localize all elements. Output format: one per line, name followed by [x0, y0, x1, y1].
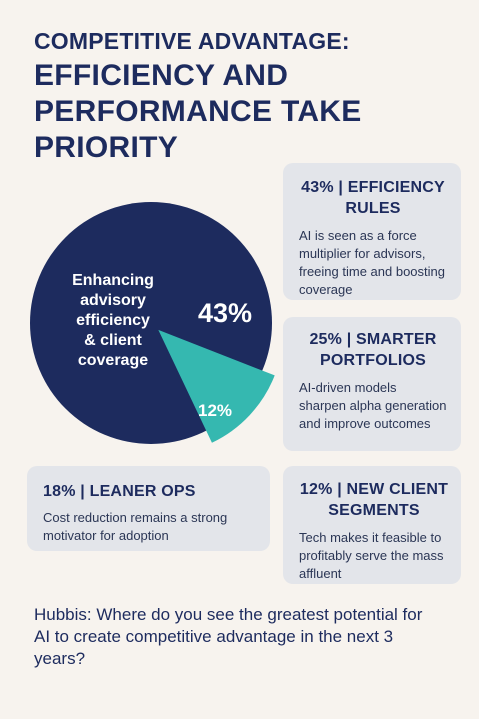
card-efficiency-text: AI is seen as a force multiplier for adv… [299, 228, 445, 297]
card-efficiency: 43% | EFFICIENCY RULES AI is seen as a f… [283, 163, 461, 300]
card-efficiency-title: 43% | EFFICIENCY RULES [301, 179, 445, 217]
question-text: Hubbis: Where do you see the greatest po… [34, 605, 423, 668]
pie-label-main: Enhancing advisory efficiency & client cover… [72, 272, 154, 369]
card-lean-ops-title: 18% | LEANER OPS [43, 483, 196, 500]
card-new-segments: 12% | NEW CLIENT SEGMENTS Tech makes it … [283, 466, 461, 584]
card-portfolios: 25% | SMARTER PORTFOLIOS AI-driven model… [283, 317, 461, 451]
card-portfolios-text: AI-driven models sharpen alpha generatio… [299, 380, 447, 431]
card-new-segments-text: Tech makes it feasible to profitably ser… [299, 530, 444, 581]
card-lean-ops-text: Cost reduction remains a strong motivato… [43, 510, 228, 543]
card-portfolios-title: 25% | SMARTER PORTFOLIOS [309, 331, 437, 369]
card-new-segments-title: 12% | NEW CLIENT SEGMENTS [299, 481, 449, 519]
card-lean-ops: 18% | LEANER OPS Cost reduction remains … [27, 466, 270, 551]
header-title: COMPETITIVE ADVANTAGE: [34, 28, 350, 54]
pie-value-teal: 12% [198, 401, 232, 420]
pie-slice-teal [158, 329, 275, 443]
pie-value-main: 43% [198, 298, 252, 328]
header-subtitle: EFFICIENCY AND PERFORMANCE TAKE PRIORITY [34, 59, 362, 164]
